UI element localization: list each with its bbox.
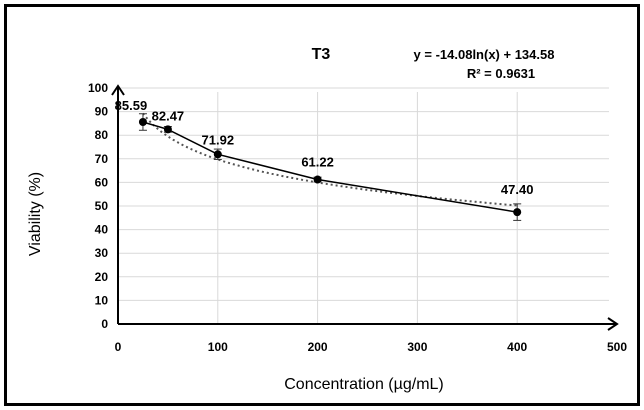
- series-group: [138, 113, 522, 221]
- data-point: [213, 150, 222, 159]
- data-point: [138, 118, 147, 127]
- y-tick-label: 50: [95, 199, 109, 213]
- trendline-equation: y = -14.08ln(x) + 134.58: [414, 47, 555, 62]
- x-tick-label: 300: [407, 340, 427, 354]
- y-tick-label: 10: [95, 293, 109, 307]
- gridlines: [118, 87, 609, 324]
- data-label: 61.22: [301, 155, 334, 170]
- trendline-group: [142, 112, 518, 207]
- y-tick-label: 100: [88, 81, 108, 95]
- data-point: [163, 125, 172, 134]
- data-label: 82.47: [152, 108, 185, 123]
- y-tick-label: 30: [95, 246, 109, 260]
- data-label: 71.92: [202, 132, 235, 147]
- y-tick-label: 40: [95, 223, 109, 237]
- y-tick-label: 80: [95, 128, 109, 142]
- data-label: 85.59: [115, 98, 148, 113]
- data-point: [313, 175, 322, 184]
- y-tick-label: 90: [95, 105, 109, 119]
- data-point: [513, 208, 522, 217]
- y-tick-label: 20: [95, 270, 109, 284]
- y-axis-arrow: [111, 84, 125, 96]
- x-tick-label: 500: [607, 340, 627, 354]
- chart-title: T3: [312, 46, 331, 63]
- x-tick-label: 200: [308, 340, 328, 354]
- trendline: [142, 112, 518, 207]
- y-tick-label: 70: [95, 152, 109, 166]
- x-tick-label: 400: [507, 340, 527, 354]
- tick-labels: 0 10 20 30 40 50 60 70 80 90 100 0 100 200 300 400 500: [88, 81, 627, 354]
- chart-frame: 0 10 20 30 40 50 60 70 80 90 100 0 100 200 300 400 500 8…: [4, 4, 640, 406]
- chart: 0 10 20 30 40 50 60 70 80 90 100 0 100 200 300 400 500 8…: [27, 46, 627, 393]
- data-label: 47.40: [501, 182, 534, 197]
- x-tick-label: 100: [208, 340, 228, 354]
- x-axis-arrow: [607, 317, 619, 331]
- axes: [111, 84, 619, 331]
- x-axis-label: Concentration (µg/mL): [284, 376, 444, 393]
- y-axis-label: Viability (%): [27, 172, 44, 256]
- x-tick-label: 0: [115, 340, 122, 354]
- y-tick-label: 0: [101, 317, 108, 331]
- data-labels: 85.59 82.47 71.92 61.22 47.40: [115, 98, 534, 197]
- trendline-r-squared: R² = 0.9631: [467, 66, 535, 81]
- y-tick-label: 60: [95, 175, 109, 189]
